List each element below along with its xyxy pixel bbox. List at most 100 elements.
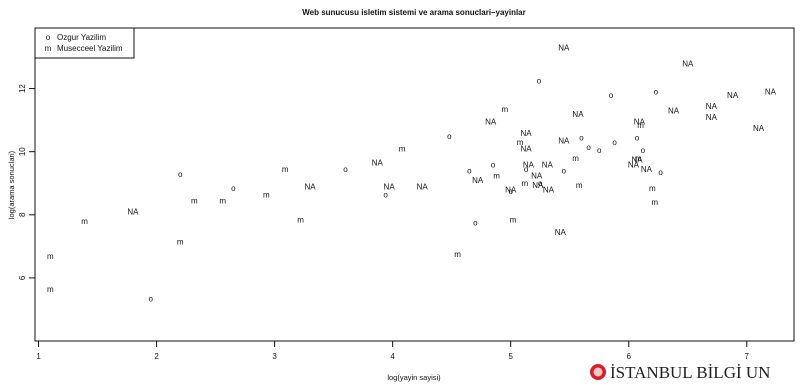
point-ozgur-yazilim: o [586,143,591,152]
point-musecceel-yazilim: m [297,216,304,225]
point-ozgur-yazilim: o [658,168,663,177]
point-ozgur-yazilim: o [148,294,153,303]
point-na: NA [127,208,139,217]
point-na: NA [520,145,532,154]
y-tick-label: 12 [18,84,27,93]
point-ozgur-yazilim: o [447,132,452,141]
point-na: NA [727,91,739,100]
legend-symbol-musecceel: m [45,44,52,53]
point-na: NA [572,110,584,119]
point-na: NA [543,186,555,195]
point-na: NA [372,159,384,168]
x-tick-label: 2 [154,352,159,361]
point-na: NA [641,165,653,174]
point-musecceel-yazilim: m [399,145,406,154]
x-tick-label: 5 [508,352,513,361]
point-ozgur-yazilim: o [562,167,567,176]
point-na: NA [532,181,544,190]
point-na: NA [558,137,570,146]
point-musecceel-yazilim: m [47,285,54,294]
x-axis-label: log(yayin sayisi) [387,373,441,382]
point-musecceel-yazilim: m [191,197,198,206]
point-na: NA [668,107,680,116]
point-musecceel-yazilim: m [522,179,529,188]
point-musecceel-yazilim: m [510,216,517,225]
y-axis: 6 8 10 12 [18,84,36,280]
x-tick-label: 3 [272,352,277,361]
point-musecceel-yazilim: m [651,198,658,207]
point-na: NA [505,186,517,195]
point-na: NA [531,171,543,180]
point-musecceel-yazilim: m [282,165,289,174]
point-ozgur-yazilim: o [508,187,513,196]
point-musecceel-yazilim: m [219,197,226,206]
point-ozgur-yazilim: o [654,88,659,97]
point-ozgur-yazilim: o [579,133,584,142]
point-ozgur-yazilim: o [597,146,602,155]
x-tick-label: 6 [627,352,632,361]
point-ozgur-yazilim: o [383,190,388,199]
point-na: NA [628,160,640,169]
legend-label-ozgur: Ozgur Yazilim [57,33,106,42]
point-na: NA [706,102,718,111]
point-ozgur-yazilim: o [231,184,236,193]
point-na: NA [384,182,396,191]
point-ozgur-yazilim: o [641,146,646,155]
legend-label-musecceel: Musecceel Yazilim [57,44,123,53]
point-musecceel-yazilim: m [263,190,270,199]
point-ozgur-yazilim: o [612,138,617,147]
point-musecceel-yazilim: m [635,154,642,163]
watermark-text: İSTANBUL BİLGİ UN [610,363,770,382]
x-tick-label: 1 [36,352,41,361]
point-musecceel-yazilim: m [47,252,54,261]
point-na: NA [555,228,567,237]
point-na: NA [520,129,532,138]
point-musecceel-yazilim: m [517,138,524,147]
legend-box [34,27,135,59]
y-tick-label: 10 [18,147,27,156]
point-na: NA [485,118,497,127]
point-ozgur-yazilim: o [609,91,614,100]
point-ozgur-yazilim: o [537,77,542,86]
point-musecceel-yazilim: m [576,181,583,190]
point-na: NA [682,59,694,68]
point-ozgur-yazilim: o [178,170,183,179]
point-musecceel-yazilim: m [501,105,508,114]
point-ozgur-yazilim: o [635,133,640,142]
legend-symbol-ozgur: o [46,33,51,42]
point-ozgur-yazilim: o [467,167,472,176]
point-na: NA [706,113,718,122]
point-na: NA [472,176,484,185]
point-ozgur-yazilim: o [343,165,348,174]
point-na: NA [753,124,765,133]
point-musecceel-yazilim: m [81,217,88,226]
point-musecceel-yazilim: m [493,171,500,180]
point-musecceel-yazilim: m [454,250,461,259]
point-na: NA [634,118,646,127]
y-tick-label: 8 [18,212,27,217]
x-tick-label: 4 [390,352,395,361]
point-ozgur-yazilim: o [473,219,478,228]
point-na: NA [631,156,643,165]
watermark-logo: İSTANBUL BİLGİ UN [590,363,770,382]
x-tick-label: 7 [745,352,750,361]
point-musecceel-yazilim: m [637,121,644,130]
point-na: NA [523,160,535,169]
legend: o Ozgur Yazilim m Musecceel Yazilim [34,27,135,59]
point-na: NA [558,44,570,53]
chart-title: Web sunucusu isletim sistemi ve arama so… [302,8,526,17]
point-na: NA [304,182,316,191]
point-ozgur-yazilim: o [524,165,529,174]
point-na: NA [765,88,777,97]
point-ozgur-yazilim: o [491,160,496,169]
y-tick-label: 6 [18,275,27,280]
point-musecceel-yazilim: m [572,154,579,163]
x-axis: 1 2 3 4 5 6 7 [36,340,750,361]
point-musecceel-yazilim: m [177,238,184,247]
y-axis-label: log(arama sonuclari) [7,150,16,219]
point-ozgur-yazilim: o [538,179,543,188]
point-na: NA [417,182,429,191]
